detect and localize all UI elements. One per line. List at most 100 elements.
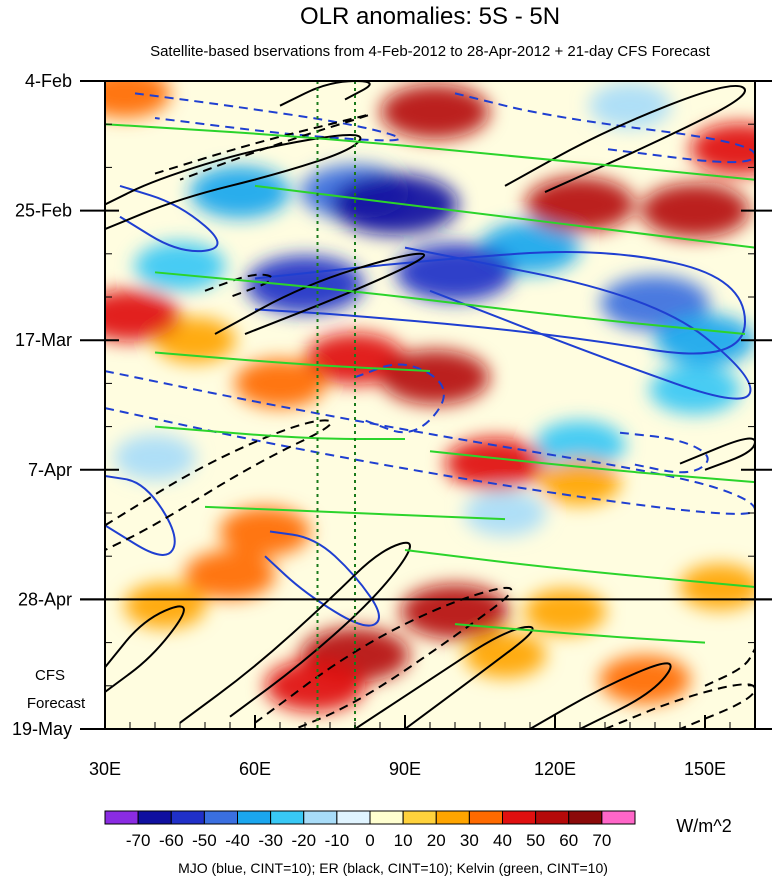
kelvin-contour [204, 505, 506, 521]
mjo-contour [105, 370, 755, 515]
y-axis: 4-Feb 25-Feb 17-Mar 7-Apr 28-Apr 19-May [12, 71, 772, 739]
kelvin-contour [429, 450, 755, 484]
colorbar-swatch [601, 810, 636, 825]
kelvin-contour [154, 425, 405, 440]
mjo-contour [354, 363, 445, 434]
er-contour [604, 683, 755, 729]
y-tick-label: 4-Feb [25, 71, 72, 91]
kelvin-contour [105, 123, 755, 181]
er-contour [214, 252, 426, 335]
mjo-contour [404, 246, 752, 400]
anomaly-blob [524, 588, 606, 635]
er-contour [154, 113, 371, 181]
er-contour [105, 134, 362, 231]
x-tick-label: 90E [389, 759, 421, 779]
anomaly-blob [445, 437, 545, 490]
anomaly-blob [380, 84, 490, 140]
er-contour [254, 586, 513, 729]
colorbar: -70 -60 -50 -40 -30 -20 -10 0 10 20 30 40 50 60 70 [104, 810, 636, 850]
colorbar-swatch [336, 810, 371, 825]
anomaly-blob [539, 459, 621, 506]
anomaly-blob [234, 358, 326, 408]
colorbar-label: -50 [192, 831, 217, 850]
y-tick-label: 25-Feb [15, 201, 72, 221]
chart-title: OLR anomalies: 5S - 5N [300, 3, 560, 30]
colorbar-label: 20 [427, 831, 446, 850]
anomaly-blob [600, 275, 710, 331]
anomaly-blob [380, 349, 490, 405]
anomaly-blob [105, 289, 180, 342]
colorbar-label: 10 [394, 831, 413, 850]
y-tick-label: 19-May [12, 719, 72, 739]
anomaly-blob [331, 173, 459, 235]
anomaly-blob [589, 82, 671, 129]
er-contour [204, 273, 273, 298]
er-contour [354, 625, 534, 729]
anomaly-blob [134, 241, 226, 291]
colorbar-label: -70 [126, 831, 151, 850]
colorbar-label: -40 [225, 831, 250, 850]
colorbar-swatch [303, 810, 338, 825]
colorbar-swatch [137, 810, 172, 825]
x-tick-label: 150E [684, 759, 726, 779]
er-contour [179, 541, 411, 724]
er-contour [105, 419, 332, 551]
colorbar-swatch [502, 810, 537, 825]
colorbar-swatch [535, 810, 570, 825]
anomaly-blob [124, 582, 206, 629]
colorbar-swatch [568, 810, 603, 825]
anomaly-blob [655, 314, 755, 367]
y-tick-label: 7-Apr [28, 460, 72, 480]
anomaly-blob [525, 176, 635, 232]
colorbar-label: 60 [559, 831, 578, 850]
anomaly-blob [305, 332, 405, 385]
colorbar-label: 70 [592, 831, 611, 850]
colorbar-label: -60 [159, 831, 184, 850]
anomaly-blob [400, 584, 510, 640]
y-tick-label: 28-Apr [18, 589, 72, 609]
anomaly-blob [599, 655, 691, 705]
x-tick-label: 60E [239, 759, 271, 779]
colorbar-swatch [203, 810, 238, 825]
colorbar-swatch [170, 810, 205, 825]
x-axis: 30E 60E 90E 120E 150E [89, 715, 731, 779]
mjo-contour [254, 251, 747, 355]
kelvin-contour [154, 351, 431, 373]
colorbar-swatch [270, 810, 305, 825]
colorbar-swatch [104, 810, 139, 825]
colorbar-label: -20 [291, 831, 316, 850]
wave-contours [105, 81, 755, 729]
er-contour [504, 84, 746, 193]
anomaly-blob [219, 507, 311, 557]
anomaly-blob [114, 434, 196, 481]
colorbar-swatch [369, 810, 404, 825]
kelvin-contour [404, 549, 755, 589]
mjo-contour [105, 474, 176, 556]
colorbar-label: 0 [365, 831, 374, 850]
er-contour [105, 605, 185, 693]
mjo-contour [134, 92, 401, 142]
anomaly-blob [534, 420, 626, 470]
mjo-contour [619, 431, 709, 474]
chart-subtitle: Satellite-based bservations from 4-Feb-2… [150, 43, 711, 60]
colorbar-units: W/m^2 [676, 816, 731, 836]
colorbar-label: 40 [493, 831, 512, 850]
colorbar-swatch [468, 810, 503, 825]
x-tick-label: 30E [89, 759, 121, 779]
kelvin-contour [154, 271, 746, 336]
chart-footer: MJO (blue, CINT=10); ER (black, CINT=10)… [178, 860, 608, 876]
mjo-contour [119, 184, 219, 253]
anomaly-blob [154, 317, 236, 364]
kelvin-contour [454, 623, 706, 644]
anomaly-blob [105, 81, 171, 118]
er-contour [704, 648, 755, 687]
kelvin-contour [254, 184, 755, 249]
colorbar-label: -10 [325, 831, 350, 850]
y-tick-label: 17-Mar [15, 330, 72, 350]
reference-lines [316, 81, 356, 729]
x-tick-label: 120E [534, 759, 576, 779]
er-contour [679, 437, 755, 471]
colorbar-label: 30 [460, 831, 479, 850]
forecast-label-line2: Forecast [27, 695, 86, 712]
